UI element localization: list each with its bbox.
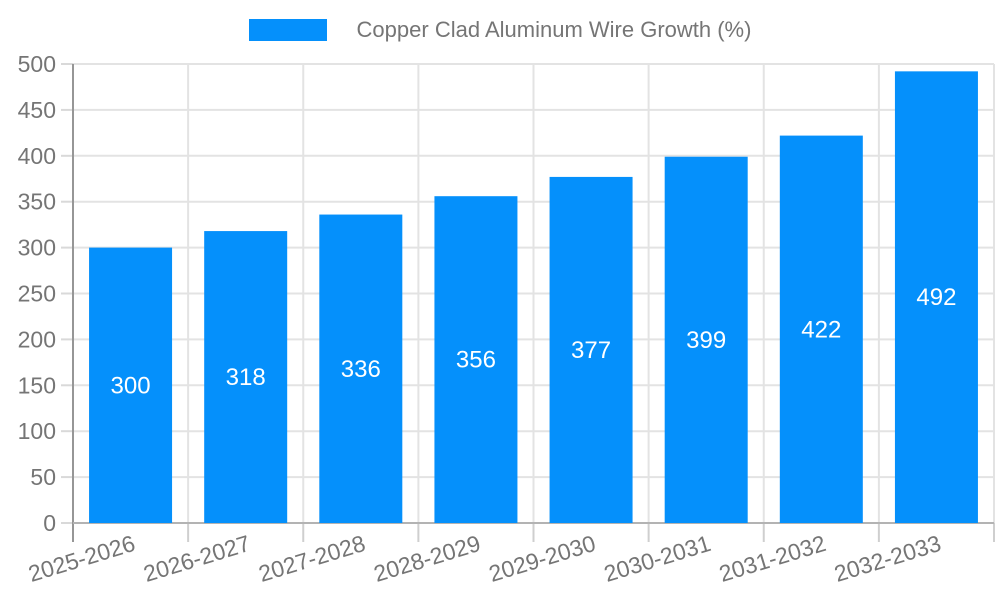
y-tick-label: 150	[18, 372, 56, 398]
chart-legend[interactable]: Copper Clad Aluminum Wire Growth (%)	[0, 17, 1000, 43]
bar	[549, 176, 633, 523]
y-tick-label: 350	[18, 189, 56, 215]
bar	[894, 71, 978, 524]
legend-swatch	[248, 19, 327, 41]
bar-value-label: 336	[341, 356, 381, 383]
y-tick-label: 300	[18, 235, 56, 261]
x-tick-label: 2032-2033	[831, 530, 944, 587]
x-tick-label: 2031-2032	[716, 530, 829, 587]
bar-value-label: 377	[571, 337, 611, 364]
bar-value-label: 492	[916, 284, 956, 311]
bar-value-label: 356	[456, 347, 496, 374]
bar	[664, 156, 748, 523]
y-tick-label: 250	[18, 281, 56, 307]
bar	[319, 214, 403, 523]
y-tick-label: 450	[18, 97, 56, 123]
bar	[434, 196, 518, 523]
bar	[204, 231, 288, 524]
y-tick-label: 400	[18, 143, 56, 169]
y-tick-label: 200	[18, 326, 56, 352]
x-tick-label: 2026-2027	[140, 530, 253, 587]
bar-value-label: 399	[686, 327, 726, 354]
legend-label: Copper Clad Aluminum Wire Growth (%)	[356, 17, 752, 42]
x-tick-label: 2030-2031	[601, 530, 714, 587]
y-tick-label: 100	[18, 418, 56, 444]
y-tick-label: 0	[43, 510, 56, 536]
x-tick-label: 2027-2028	[255, 530, 368, 587]
y-tick-label: 50	[30, 464, 56, 490]
y-tick-label: 500	[18, 51, 56, 77]
x-tick-label: 2028-2029	[371, 530, 484, 587]
bar	[89, 247, 173, 523]
bar-value-label: 300	[111, 372, 151, 399]
bar-value-label: 422	[801, 316, 841, 343]
bar	[779, 135, 863, 523]
x-tick-label: 2029-2030	[486, 530, 599, 587]
x-tick-label: 2025-2026	[25, 530, 138, 587]
bar-value-label: 318	[226, 364, 266, 391]
